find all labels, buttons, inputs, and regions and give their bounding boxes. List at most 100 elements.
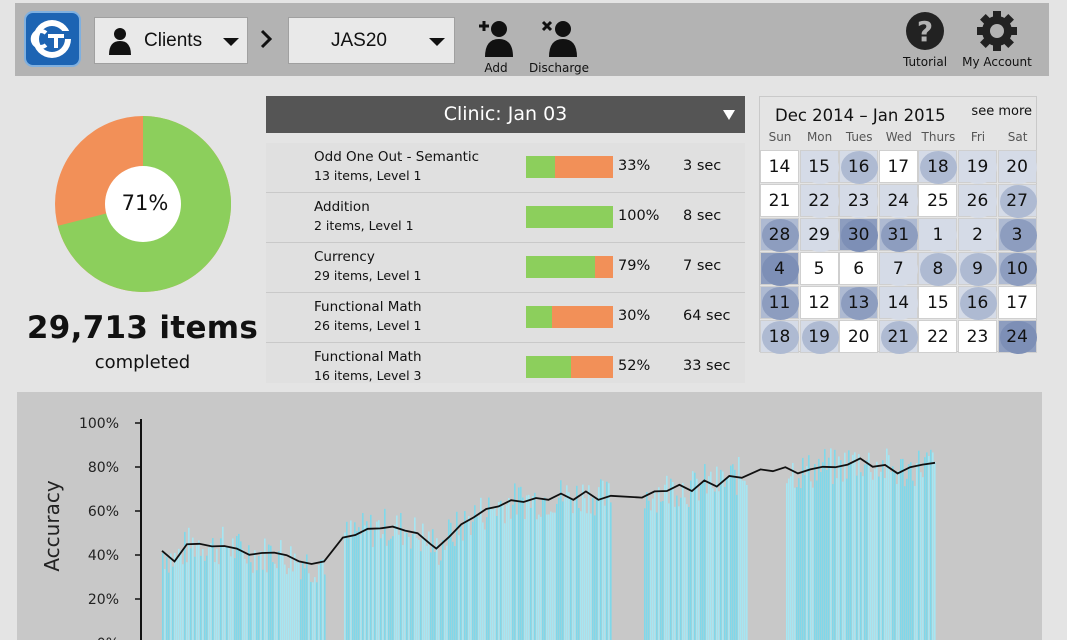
calendar-day[interactable]: 17	[997, 286, 1037, 319]
calendar-day[interactable]: 21	[878, 320, 918, 354]
accuracy-trend-line	[161, 457, 936, 565]
calendar-day-number: 22	[927, 327, 949, 347]
tutorial-button[interactable]: ? Tutorial	[899, 11, 951, 69]
calendar-day-activity	[999, 151, 1037, 184]
accuracy-bar	[924, 457, 926, 640]
task-row[interactable]: Functional Math 16 items, Level 3 52% 33…	[266, 343, 745, 383]
calendar-day[interactable]: 25	[918, 184, 958, 217]
task-row[interactable]: Currency 29 items, Level 1 79% 7 sec	[266, 243, 745, 293]
calendar-day[interactable]: 26	[958, 184, 997, 218]
session-select-dropdown[interactable]: Clinic: Jan 03	[266, 96, 745, 133]
accuracy-bar	[604, 505, 606, 640]
accuracy-bar	[808, 455, 810, 640]
accuracy-bar	[508, 498, 510, 640]
calendar-day[interactable]: 3	[997, 218, 1037, 252]
calendar-day[interactable]: 29	[799, 218, 839, 252]
task-row[interactable]: Addition 2 items, Level 1 100% 8 sec	[266, 193, 745, 243]
accuracy-bar	[890, 471, 892, 640]
calendar-day[interactable]: 19	[958, 150, 997, 184]
see-more-link[interactable]: see more	[971, 104, 1032, 119]
calendar-day[interactable]: 14	[878, 286, 918, 320]
accuracy-bar	[278, 551, 280, 640]
accuracy-bar	[210, 543, 212, 640]
accuracy-bar	[600, 479, 602, 640]
calendar-day[interactable]: 19	[799, 320, 839, 354]
task-accuracy-bar	[526, 156, 613, 178]
calendar-day[interactable]: 15	[918, 286, 958, 319]
calendar-day[interactable]: 30	[839, 218, 879, 252]
my-account-button[interactable]: My Account	[959, 11, 1035, 69]
calendar-day[interactable]: 22	[918, 320, 958, 353]
calendar-day-number: 2	[972, 225, 983, 245]
calendar-day[interactable]: 4	[760, 252, 799, 286]
accuracy-bar	[404, 529, 406, 640]
calendar-day[interactable]: 24	[878, 184, 918, 218]
calendar-day-number: 11	[768, 293, 791, 313]
accuracy-bar	[558, 497, 560, 640]
accuracy-bar	[932, 452, 934, 640]
chevron-down-icon	[223, 38, 239, 46]
task-time: 7 sec	[683, 258, 722, 274]
add-client-button[interactable]: Add	[471, 17, 521, 75]
calendar-day[interactable]: 18	[760, 320, 799, 354]
accuracy-bar	[840, 460, 842, 640]
accuracy-bar	[298, 560, 300, 640]
calendar-day[interactable]: 22	[799, 184, 839, 218]
calendar-day[interactable]: 7	[878, 252, 918, 286]
y-tick-label: 100%	[79, 416, 119, 432]
accuracy-bar	[930, 449, 932, 640]
calendar-day[interactable]: 16	[839, 150, 879, 184]
session-task-list[interactable]: Odd One Out - Semantic 13 items, Level 1…	[266, 143, 745, 383]
app-logo[interactable]	[24, 11, 81, 67]
calendar-day[interactable]: 18	[918, 150, 958, 184]
calendar-day[interactable]: 28	[760, 218, 799, 252]
calendar-day[interactable]: 8	[918, 252, 958, 286]
accuracy-bar	[372, 547, 374, 640]
accuracy-bar	[824, 449, 826, 640]
task-row[interactable]: Functional Math 26 items, Level 1 30% 64…	[266, 293, 745, 343]
calendar-day[interactable]: 17	[878, 150, 918, 183]
accuracy-bar	[470, 535, 472, 640]
calendar-day[interactable]: 23	[839, 184, 879, 218]
calendar-day-number: 14	[768, 157, 791, 177]
client-select-dropdown[interactable]: JAS20	[288, 17, 455, 64]
calendar-day[interactable]: 14	[760, 150, 799, 183]
accuracy-bar	[222, 526, 224, 640]
calendar-day[interactable]: 27	[997, 184, 1037, 218]
calendar-day[interactable]: 15	[799, 150, 839, 184]
calendar-day[interactable]: 21	[760, 184, 799, 217]
accuracy-bar	[786, 483, 788, 640]
discharge-client-button[interactable]: Discharge	[527, 17, 591, 75]
calendar-day[interactable]: 20	[997, 150, 1037, 184]
accuracy-bar	[878, 476, 880, 640]
accuracy-bar	[654, 492, 656, 640]
calendar-day[interactable]: 9	[958, 252, 997, 286]
accuracy-bar	[348, 538, 350, 640]
accuracy-bar	[286, 574, 288, 640]
accuracy-bar	[438, 564, 440, 640]
calendar-day[interactable]: 31	[878, 218, 918, 252]
y-tick-label: 20%	[88, 592, 119, 608]
calendar-day[interactable]: 13	[839, 286, 879, 320]
calendar-day[interactable]: 12	[799, 286, 839, 319]
calendar-day[interactable]: 11	[760, 286, 799, 320]
task-time: 8 sec	[683, 208, 722, 224]
calendar-day[interactable]: 23	[958, 320, 997, 353]
clients-dropdown[interactable]: Clients	[94, 17, 248, 64]
calendar-weekday: Mon	[806, 130, 833, 144]
accuracy-bar	[816, 480, 818, 640]
calendar-day[interactable]: 1	[918, 218, 958, 252]
calendar-day[interactable]: 24	[997, 320, 1037, 354]
task-row[interactable]: Odd One Out - Semantic 13 items, Level 1…	[266, 143, 745, 193]
calendar-day[interactable]: 20	[839, 320, 879, 353]
accuracy-bar	[512, 504, 514, 640]
calendar-day[interactable]: 10	[997, 252, 1037, 286]
calendar-day[interactable]: 2	[958, 218, 997, 252]
calendar-day[interactable]: 16	[958, 286, 997, 320]
accuracy-bar	[248, 545, 250, 640]
task-time: 33 sec	[683, 358, 731, 374]
calendar-day[interactable]: 5	[799, 252, 839, 285]
accuracy-bar	[346, 521, 348, 640]
accuracy-bar	[544, 497, 546, 640]
calendar-day[interactable]: 6	[839, 252, 879, 285]
